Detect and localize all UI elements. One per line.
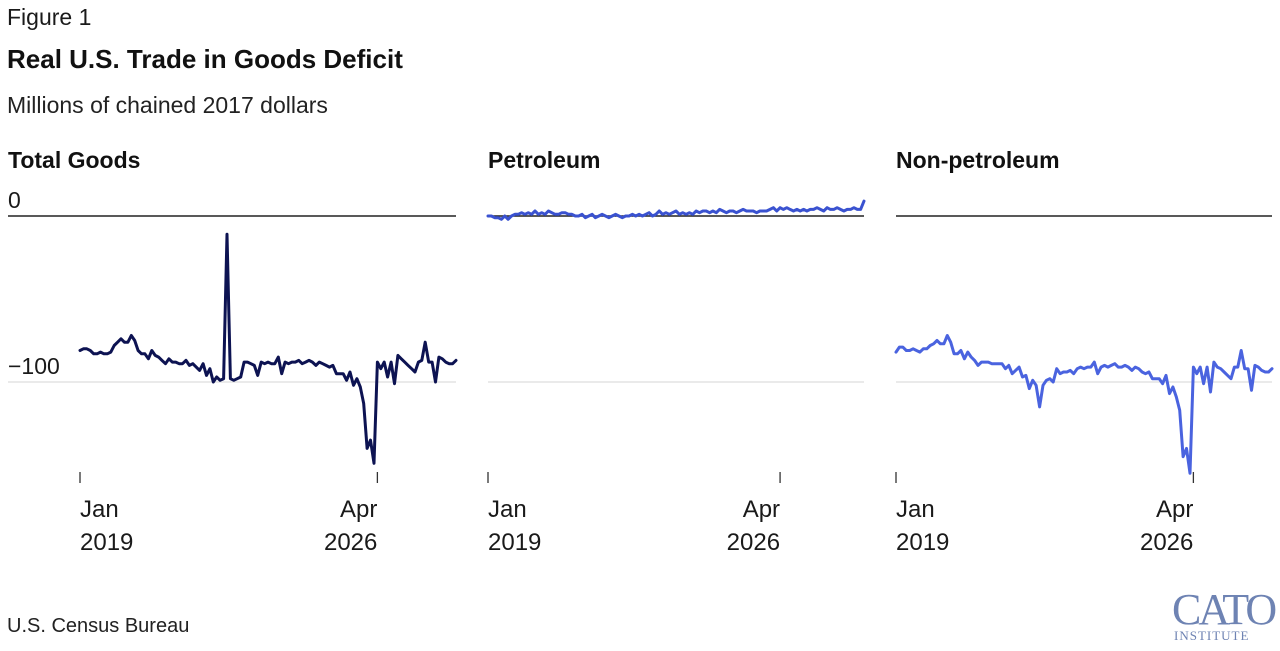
x-tick-month-1-panel-1: Jan [80,496,119,523]
series-line-petroleum [486,199,866,221]
x-tick-month-2-panel-2: Apr [743,496,780,523]
cato-institute-logo: CATO INSTITUTE [1160,585,1277,646]
figure-label: Figure 1 [7,4,92,30]
y-tick-label-1: 0 [8,187,21,213]
panel-title-3: Non-petroleum [896,147,1060,173]
x-tick-year-1-panel-3: 2019 [896,529,949,556]
panel-title-2: Petroleum [488,147,600,173]
chart-title: Real U.S. Trade in Goods Deficit [7,44,403,74]
logo-sub-text: INSTITUTE [1174,628,1250,643]
x-tick-year-2-panel-2: 2026 [727,529,780,556]
x-tick-year-1-panel-1: 2019 [80,529,133,556]
x-tick-year-1-panel-2: 2019 [488,529,541,556]
x-tick-year-2-panel-3: 2026 [1140,529,1193,556]
x-tick-year-2-panel-1: 2026 [324,529,377,556]
chart-subtitle: Millions of chained 2017 dollars [7,92,328,118]
logo-main-text: CATO [1172,585,1277,634]
y-tick-label-2: −100 [8,353,60,379]
panel-title-1: Total Goods [8,147,140,173]
x-tick-month-2-panel-1: Apr [340,496,377,523]
x-tick-month-1-panel-3: Jan [896,496,935,523]
source-note: U.S. Census Bureau [7,615,190,637]
series-line-total-goods [78,232,458,465]
x-tick-month-2-panel-3: Apr [1156,496,1193,523]
x-tick-month-1-panel-2: Jan [488,496,527,523]
series-line-non-petroleum [894,334,1274,475]
